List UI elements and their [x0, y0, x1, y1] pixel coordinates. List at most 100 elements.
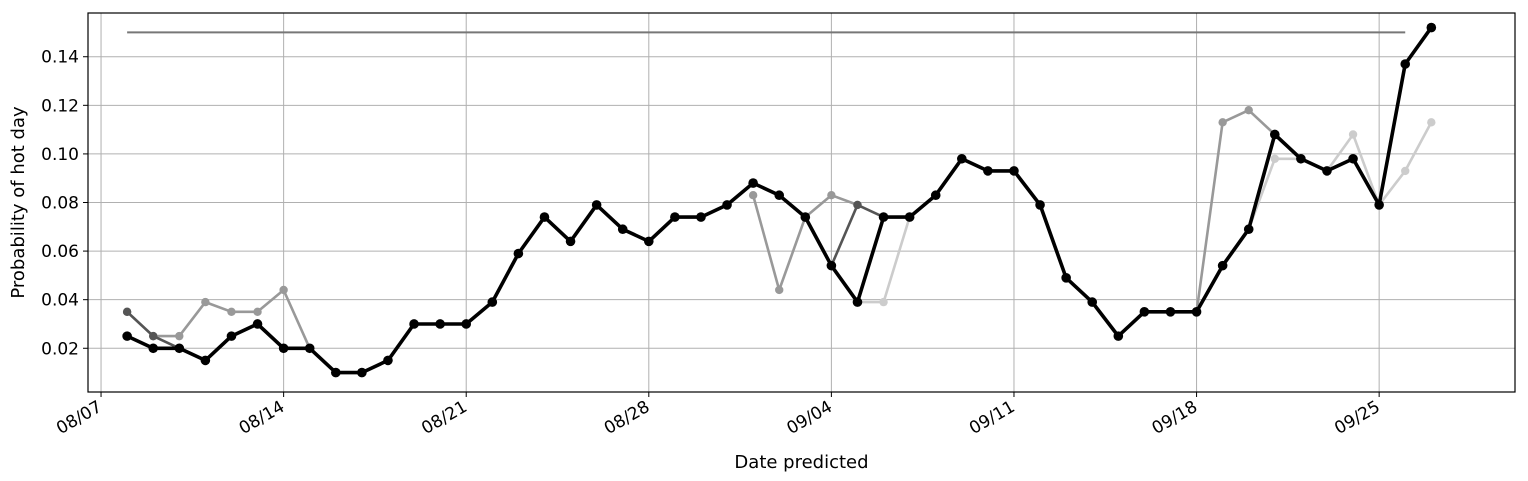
data-point — [304, 343, 315, 354]
data-point — [1244, 105, 1253, 115]
y-tick-label: 0.10 — [41, 145, 79, 165]
data-point — [1427, 118, 1436, 127]
x-tick-label: 08/28 — [601, 397, 653, 439]
data-point — [852, 297, 863, 307]
x-tick-label: 08/07 — [53, 397, 105, 439]
data-point — [1348, 130, 1358, 139]
data-point — [878, 212, 889, 222]
x-tick-label: 09/25 — [1331, 397, 1383, 439]
data-point — [1113, 331, 1124, 341]
data-point — [1217, 260, 1228, 271]
data-point — [122, 307, 132, 317]
data-point — [279, 285, 288, 295]
x-axis-label: Date predicted — [734, 452, 868, 473]
data-point — [1035, 200, 1045, 210]
series-line — [1195, 108, 1277, 314]
data-point — [1218, 118, 1227, 127]
data-point — [591, 200, 602, 210]
y-tick-label: 0.12 — [41, 96, 79, 116]
data-point — [879, 297, 888, 307]
data-point — [774, 190, 785, 201]
y-tick-label: 0.08 — [41, 194, 79, 214]
data-point — [175, 331, 184, 341]
data-point — [1270, 129, 1280, 140]
x-tick-label: 09/18 — [1149, 397, 1201, 439]
data-point — [1243, 224, 1254, 235]
data-point — [148, 343, 159, 354]
data-point — [435, 319, 445, 329]
data-point — [748, 178, 758, 188]
data-point — [748, 191, 758, 200]
data-point — [930, 190, 941, 201]
data-point — [330, 367, 341, 378]
y-tick-label: 0.14 — [41, 48, 79, 68]
gridlines — [88, 13, 1515, 392]
series-group — [122, 22, 1437, 378]
y-tick-label: 0.04 — [41, 291, 79, 311]
data-point — [800, 212, 811, 222]
data-point — [513, 248, 524, 259]
data-point — [253, 307, 262, 317]
data-point — [827, 191, 836, 200]
data-point — [904, 212, 915, 222]
data-point — [278, 343, 289, 354]
main-forecast-series — [122, 22, 1437, 378]
data-point — [200, 355, 211, 366]
x-tick-label: 09/11 — [966, 397, 1018, 439]
data-point — [670, 212, 680, 222]
data-point — [1165, 307, 1176, 317]
y-tick-label: 0.06 — [41, 242, 79, 262]
forecast-series-4 — [1192, 105, 1280, 317]
data-point — [383, 355, 393, 366]
series-line — [1247, 121, 1433, 231]
data-point — [357, 367, 367, 378]
data-point — [1322, 166, 1332, 176]
data-point — [696, 212, 706, 222]
data-point — [1139, 307, 1150, 317]
data-point — [149, 331, 158, 341]
data-point — [1270, 154, 1280, 163]
data-point — [1374, 200, 1384, 210]
data-point — [1009, 166, 1019, 176]
data-point — [775, 285, 784, 295]
x-tick-label: 09/04 — [783, 397, 835, 439]
data-point — [461, 319, 472, 329]
data-point — [957, 153, 967, 164]
x-tick-label: 08/21 — [418, 397, 470, 439]
series-line — [856, 215, 911, 304]
data-point — [565, 236, 576, 247]
data-point — [1087, 297, 1098, 307]
data-point — [201, 297, 210, 307]
data-point — [227, 307, 236, 317]
data-point — [1191, 307, 1202, 317]
series-line — [125, 25, 1434, 375]
data-point — [1401, 166, 1410, 176]
data-point — [122, 331, 132, 341]
axis-ticks: 0.02 0.04 0.06 0.08 0.10 0.12 0.14 08/07 08/14 08… — [41, 48, 1384, 439]
data-point — [409, 319, 419, 329]
data-point — [853, 200, 862, 210]
data-point — [1348, 153, 1358, 164]
data-point — [174, 343, 185, 354]
data-point — [1426, 22, 1437, 33]
data-point — [617, 224, 628, 235]
data-point — [252, 319, 263, 329]
series-line — [125, 288, 312, 350]
data-point — [1061, 273, 1071, 283]
data-point — [644, 236, 654, 247]
data-point — [1296, 153, 1306, 164]
data-point — [487, 297, 498, 307]
data-point — [722, 200, 732, 210]
y-tick-label: 0.02 — [41, 339, 79, 359]
data-point — [226, 331, 237, 341]
forecast-series-2 — [122, 285, 314, 353]
series-line — [125, 310, 181, 350]
y-axis-label: Probability of hot day — [8, 106, 29, 299]
data-point — [1400, 59, 1411, 69]
forecast-series-3 — [748, 191, 862, 295]
data-point — [983, 166, 993, 176]
x-tick-label: 08/14 — [236, 397, 288, 439]
data-point — [539, 212, 550, 222]
data-point — [826, 260, 837, 271]
